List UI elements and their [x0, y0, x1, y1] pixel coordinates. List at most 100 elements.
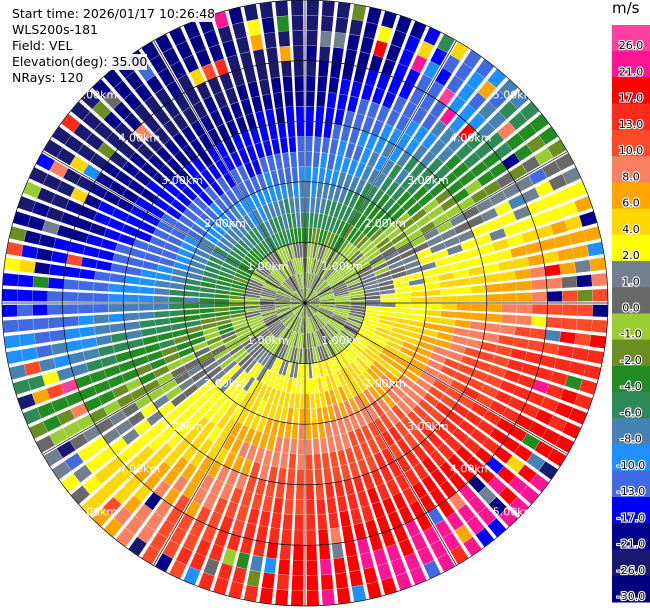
velocity-gate [225, 401, 239, 417]
velocity-gate [291, 212, 297, 229]
velocity-gate [439, 318, 456, 326]
velocity-gate [379, 123, 394, 141]
velocity-gate [319, 307, 334, 314]
velocity-gate [353, 395, 365, 411]
velocity-gate [323, 343, 333, 358]
velocity-gate [245, 113, 257, 130]
velocity-gate [324, 231, 332, 247]
velocity-gate [300, 303, 305, 318]
velocity-gate [248, 230, 261, 244]
velocity-gate [275, 249, 285, 264]
velocity-gate [531, 212, 550, 227]
velocity-gate [306, 45, 317, 61]
velocity-gate [328, 274, 342, 286]
velocity-gate [349, 19, 364, 36]
velocity-gate [182, 54, 199, 73]
velocity-gate [441, 295, 457, 303]
velocity-gate [79, 385, 97, 401]
velocity-gate [210, 409, 225, 425]
velocity-gate [381, 529, 396, 548]
velocity-gate [308, 317, 313, 333]
velocity-gate [384, 370, 399, 384]
velocity-gate [300, 288, 305, 303]
velocity-gate [319, 293, 334, 299]
velocity-gate [302, 348, 305, 364]
velocity-gate [306, 590, 320, 606]
velocity-gate [403, 433, 419, 450]
velocity-gate [293, 60, 304, 76]
velocity-gate [554, 234, 572, 248]
velocity-gate [262, 386, 272, 402]
velocity-gate [547, 139, 567, 158]
velocity-gate [426, 235, 443, 247]
velocity-gate [182, 481, 198, 499]
velocity-gate [271, 271, 284, 283]
velocity-gate [577, 289, 593, 302]
velocity-gate [286, 377, 293, 393]
velocity-gate [264, 280, 279, 290]
velocity-gate [274, 184, 283, 201]
velocity-gate [290, 303, 305, 308]
velocity-gate [211, 344, 227, 356]
velocity-gate [356, 356, 369, 370]
velocity-gate [561, 276, 577, 288]
velocity-gate [325, 269, 337, 282]
velocity-gate [572, 347, 589, 362]
velocity-gate [365, 133, 378, 151]
velocity-gate [252, 227, 264, 242]
velocity-gate [334, 434, 344, 451]
velocity-gate [320, 15, 334, 32]
velocity-gate [82, 475, 102, 495]
velocity-gate [278, 327, 289, 341]
velocity-gate [188, 331, 204, 340]
velocity-gate [163, 468, 180, 486]
velocity-gate [267, 276, 281, 287]
velocity-gate [129, 152, 147, 169]
velocity-gate [141, 41, 160, 61]
velocity-gate [178, 347, 194, 358]
velocity-gate [372, 360, 387, 374]
velocity-gate [113, 506, 133, 526]
velocity-gate [498, 486, 518, 506]
velocity-gate [115, 243, 132, 255]
velocity-gate [324, 268, 336, 281]
velocity-gate [144, 343, 161, 354]
velocity-gate [374, 434, 388, 451]
velocity-gate [256, 400, 267, 416]
velocity-gate [305, 212, 310, 228]
velocity-gate [361, 276, 377, 284]
velocity-gate [276, 326, 288, 340]
velocity-gate [164, 182, 181, 198]
velocity-gate [413, 463, 429, 480]
velocity-gate [243, 584, 259, 602]
velocity-gate [541, 428, 561, 446]
velocity-gate [309, 274, 316, 289]
velocity-gate [488, 496, 508, 516]
velocity-gate [167, 359, 184, 371]
velocity-gate [345, 447, 356, 464]
velocity-gate [92, 100, 112, 120]
velocity-gate [261, 311, 277, 317]
velocity-gate [289, 228, 296, 244]
velocity-gate [326, 497, 337, 514]
velocity-gate [347, 159, 359, 176]
velocity-gate [512, 257, 529, 269]
velocity-gate [138, 295, 154, 303]
velocity-gate [291, 259, 297, 275]
velocity-gate [397, 351, 413, 363]
velocity-gate [170, 415, 187, 431]
velocity-gate [516, 304, 532, 314]
velocity-gate [201, 169, 216, 185]
velocity-gate [325, 342, 335, 357]
velocity-gate [411, 383, 427, 398]
velocity-gate [482, 437, 501, 455]
velocity-gate [315, 313, 328, 325]
azimuth-spoke [304, 302, 457, 566]
velocity-gate [364, 312, 380, 319]
velocity-gate [309, 378, 314, 394]
velocity-gate [200, 237, 216, 250]
velocity-gate [49, 428, 69, 446]
velocity-gate [404, 336, 420, 346]
velocity-gate [153, 394, 170, 409]
range-ring-label: 1.00km [321, 260, 363, 273]
